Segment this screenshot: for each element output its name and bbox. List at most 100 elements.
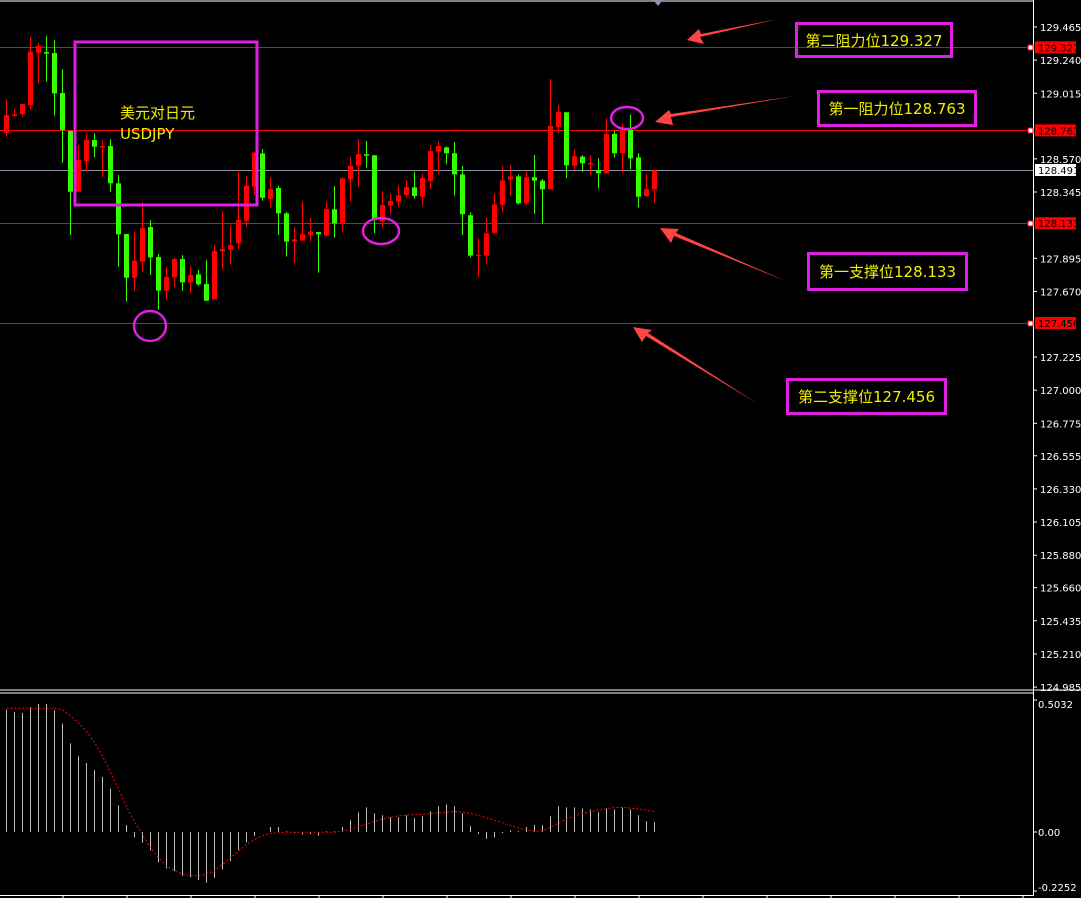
candle-body: [276, 188, 281, 214]
price-tick-label: 125.880: [1040, 551, 1081, 562]
candle[interactable]: [172, 257, 177, 287]
candle[interactable]: [236, 171, 241, 250]
candle[interactable]: [564, 112, 569, 179]
candle[interactable]: [196, 269, 201, 286]
candle[interactable]: [444, 146, 449, 164]
candle[interactable]: [12, 109, 17, 117]
candle[interactable]: [412, 171, 417, 199]
candle[interactable]: [28, 36, 33, 110]
candle[interactable]: [340, 177, 345, 232]
candle[interactable]: [612, 130, 617, 158]
candle[interactable]: [532, 155, 537, 214]
candle[interactable]: [548, 78, 553, 190]
candle[interactable]: [604, 118, 609, 174]
candle[interactable]: [500, 165, 505, 213]
candle[interactable]: [188, 265, 193, 294]
candle[interactable]: [132, 231, 137, 291]
candle-body: [644, 189, 649, 196]
candle[interactable]: [508, 165, 513, 196]
candle[interactable]: [108, 139, 113, 192]
candle[interactable]: [124, 233, 129, 302]
level-handle[interactable]: [1027, 127, 1034, 134]
candle[interactable]: [252, 151, 257, 196]
candle[interactable]: [220, 211, 225, 270]
candle[interactable]: [452, 142, 457, 196]
candle[interactable]: [156, 254, 161, 310]
candle[interactable]: [596, 158, 601, 189]
candle[interactable]: [492, 193, 497, 234]
level-handle[interactable]: [1027, 44, 1034, 51]
price-tick-label: 128.345: [1040, 188, 1081, 199]
candle[interactable]: [44, 36, 49, 82]
candle[interactable]: [324, 202, 329, 237]
resistance-2-label: 第二阻力位129.327: [795, 22, 953, 58]
candle[interactable]: [36, 43, 41, 84]
candle[interactable]: [580, 155, 585, 172]
candle[interactable]: [228, 226, 233, 265]
candle[interactable]: [268, 177, 273, 208]
candle[interactable]: [356, 138, 361, 187]
candle[interactable]: [100, 139, 105, 178]
candle[interactable]: [52, 40, 57, 116]
candle[interactable]: [652, 170, 657, 203]
candle[interactable]: [300, 202, 305, 241]
candle[interactable]: [76, 144, 81, 192]
candle[interactable]: [292, 227, 297, 263]
candle[interactable]: [516, 174, 521, 205]
candle[interactable]: [260, 148, 265, 201]
candle[interactable]: [164, 266, 169, 300]
candle[interactable]: [524, 171, 529, 205]
annotations: [73, 19, 795, 404]
candle[interactable]: [404, 179, 409, 198]
candle[interactable]: [140, 202, 145, 272]
candle[interactable]: [636, 153, 641, 208]
candle[interactable]: [212, 245, 217, 300]
candle[interactable]: [92, 133, 97, 158]
candle[interactable]: [148, 219, 153, 275]
candle[interactable]: [588, 155, 593, 176]
candle[interactable]: [468, 212, 473, 258]
candle[interactable]: [572, 149, 577, 171]
level-price-tag: [1035, 217, 1076, 230]
candle[interactable]: [380, 190, 385, 228]
candle[interactable]: [484, 217, 489, 264]
candle[interactable]: [316, 232, 321, 273]
candle[interactable]: [364, 141, 369, 168]
candle[interactable]: [276, 185, 281, 236]
candle[interactable]: [460, 165, 465, 236]
candle[interactable]: [4, 99, 9, 137]
candle-body: [36, 45, 41, 53]
candle[interactable]: [84, 134, 89, 172]
candle-body: [372, 155, 377, 220]
candle[interactable]: [556, 104, 561, 134]
candle[interactable]: [372, 155, 377, 234]
candle[interactable]: [396, 185, 401, 208]
candle[interactable]: [620, 123, 625, 173]
candle[interactable]: [116, 175, 121, 267]
candle[interactable]: [68, 130, 73, 236]
candle[interactable]: [476, 238, 481, 278]
candle[interactable]: [308, 218, 313, 242]
candle[interactable]: [204, 260, 209, 301]
level-handle[interactable]: [1027, 220, 1034, 227]
candle[interactable]: [332, 185, 337, 238]
candle[interactable]: [60, 69, 65, 163]
candle[interactable]: [284, 212, 289, 257]
low-circle-marker: [132, 309, 168, 343]
chart-shift-marker-icon[interactable]: [653, 0, 663, 6]
candle[interactable]: [628, 114, 633, 170]
candle[interactable]: [20, 104, 25, 117]
candle-body: [532, 177, 537, 181]
candle[interactable]: [540, 179, 545, 224]
candle[interactable]: [436, 141, 441, 175]
candle-body: [604, 133, 609, 174]
candle[interactable]: [420, 174, 425, 206]
candle[interactable]: [244, 176, 249, 227]
level-handle[interactable]: [1027, 320, 1034, 327]
candle[interactable]: [388, 193, 393, 214]
candle[interactable]: [180, 255, 185, 291]
candle[interactable]: [644, 174, 649, 197]
candle[interactable]: [348, 157, 353, 202]
candle[interactable]: [428, 144, 433, 190]
